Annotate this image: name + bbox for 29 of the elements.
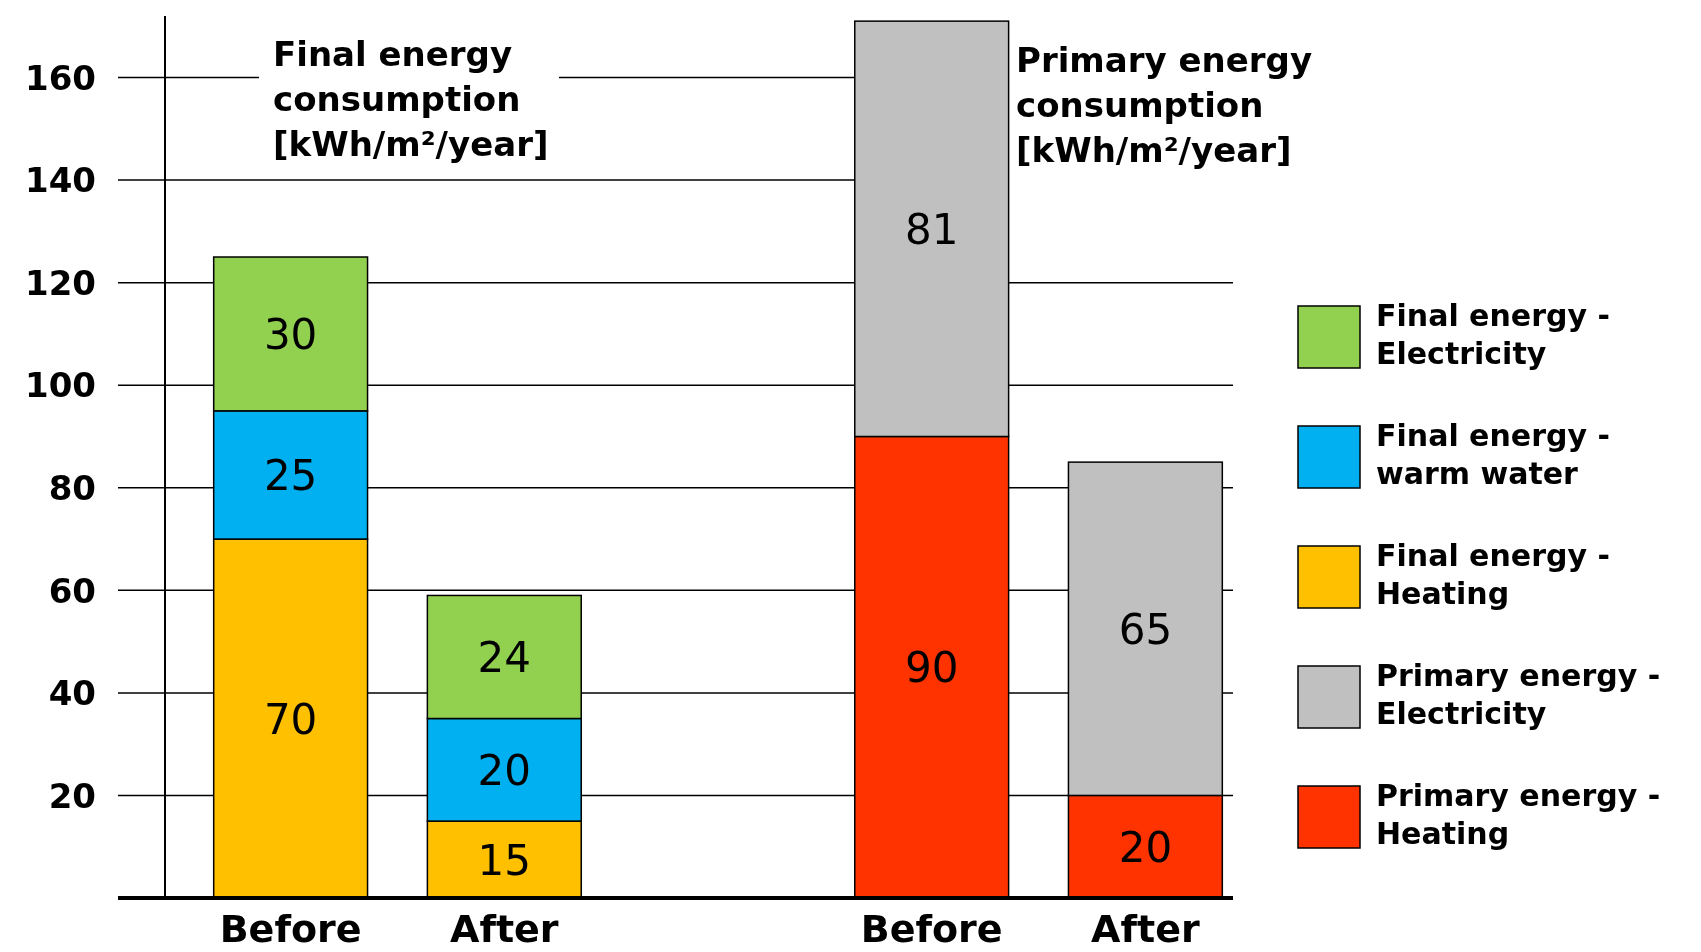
x-tick-label: After — [449, 907, 559, 951]
x-tick-label: Before — [860, 907, 1003, 951]
y-tick-label: 20 — [48, 775, 96, 816]
annotation: Primary energy consumption [kWh/m²/year] — [1016, 40, 1313, 170]
legend-label: Final energy - warm water — [1376, 418, 1610, 491]
data-label: 30 — [263, 310, 318, 360]
y-tick-label: 100 — [25, 365, 96, 406]
data-label: 25 — [263, 451, 318, 501]
data-label: 65 — [1118, 604, 1173, 654]
y-tick-label: 80 — [48, 468, 96, 509]
legend-label: Primary energy - Heating — [1376, 778, 1661, 851]
data-label: 15 — [477, 835, 532, 885]
legend-label: Primary energy - Electricity — [1376, 658, 1661, 731]
y-tick-label: 60 — [48, 570, 96, 611]
legend-label: Final energy - Heating — [1376, 538, 1610, 611]
y-tick-label: 160 — [25, 57, 96, 98]
data-label: 90 — [904, 643, 959, 693]
annotation: Final energy consumption [kWh/m²/year] — [273, 34, 549, 164]
data-label: 20 — [1118, 822, 1173, 872]
y-tick-label: 40 — [48, 673, 96, 714]
data-label: 70 — [263, 694, 318, 744]
y-tick-label: 140 — [25, 160, 96, 201]
legend-label: Final energy - Electricity — [1376, 298, 1610, 371]
x-tick-label: Before — [219, 907, 362, 951]
y-tick-label: 120 — [25, 262, 96, 303]
data-label: 20 — [477, 745, 532, 795]
data-label: 24 — [477, 633, 532, 683]
x-tick-label: After — [1091, 907, 1200, 951]
data-label: 81 — [904, 204, 959, 254]
